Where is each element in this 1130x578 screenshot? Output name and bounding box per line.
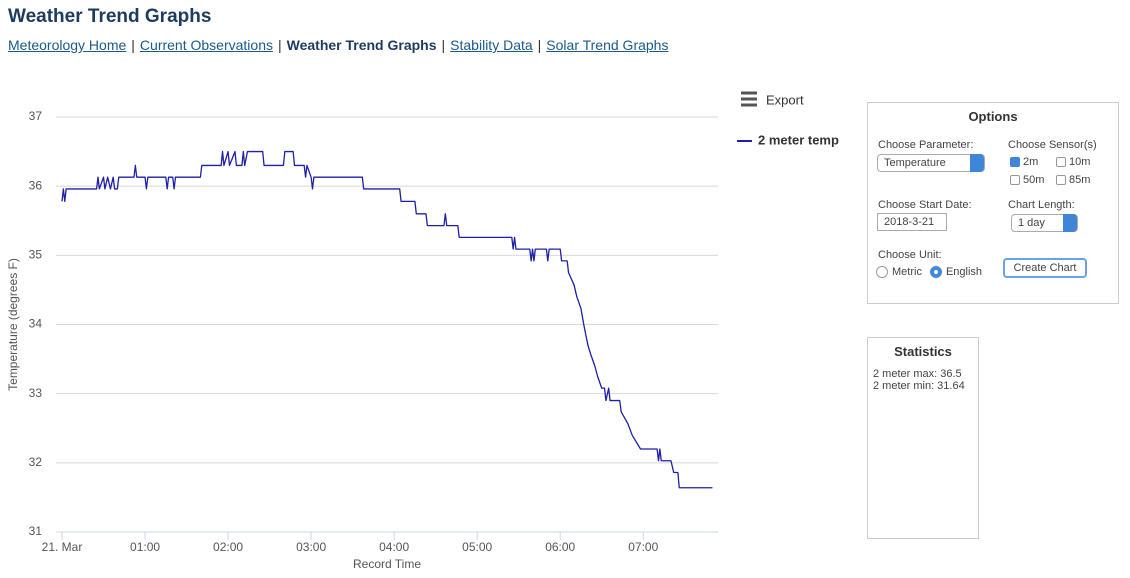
nav-link[interactable]: Current Observations: [139, 37, 273, 53]
parameter-value: Temperature: [884, 157, 946, 169]
unit-label-text: Metric: [892, 266, 922, 278]
sensor-option[interactable]: 85m: [1056, 174, 1102, 192]
nav-separator: |: [537, 37, 542, 53]
parameter-select[interactable]: Temperature: [877, 154, 985, 172]
sensor-option[interactable]: 2m: [1010, 156, 1056, 174]
x-tick-label: 01:00: [130, 540, 160, 554]
create-chart-button[interactable]: Create Chart: [1003, 258, 1087, 278]
chart: 31 32 33 34 35 36 37 21. Mar 01:00 02:00 03:00 04:0…: [6, 91, 839, 571]
x-tick-label: 04:00: [379, 540, 409, 554]
sensor-option[interactable]: 10m: [1056, 156, 1102, 174]
x-tick-label: 06:00: [545, 540, 575, 554]
y-tick-label: 34: [29, 317, 43, 331]
sensor-label: 85m: [1069, 174, 1091, 186]
y-tick-label: 37: [29, 109, 43, 123]
y-tick-label: 32: [29, 455, 43, 469]
nav-separator: |: [441, 37, 446, 53]
statistics-title: Statistics: [894, 344, 952, 359]
legend-label[interactable]: 2 meter temp: [758, 132, 839, 147]
sensor-option[interactable]: 50m: [1010, 174, 1056, 192]
sensor-label: 50m: [1023, 174, 1045, 186]
x-tick-label: 21. Mar: [42, 540, 83, 554]
statistics-lines: 2 meter max: 36.5 2 meter min: 31.64: [873, 368, 965, 392]
nav-separator: |: [131, 37, 135, 53]
unit-option[interactable]: English: [929, 266, 983, 279]
y-tick-label: 35: [29, 248, 43, 262]
page-title: Weather Trend Graphs: [8, 6, 212, 27]
export-button[interactable]: Export: [766, 92, 804, 107]
length-label: Chart Length:: [1008, 199, 1075, 211]
nav-link[interactable]: Meteorology Home: [8, 37, 127, 53]
nav-separator: |: [277, 37, 282, 53]
options-panel: Options Choose Parameter: Temperature Ch…: [867, 102, 1119, 304]
nav: Meteorology Home | Current Observations | We…: [8, 37, 668, 53]
nav-link[interactable]: Weather Trend Graphs: [286, 37, 437, 53]
y-tick-label: 33: [29, 386, 43, 400]
x-axis-label: Record Time: [353, 557, 421, 571]
unit-list: Metric English: [876, 266, 996, 279]
start-date-input[interactable]: 2018-3-21: [877, 213, 947, 231]
length-select[interactable]: 1 day: [1011, 214, 1078, 232]
x-tick-label: 05:00: [462, 540, 492, 554]
y-axis-label: Temperature (degrees F): [6, 258, 20, 391]
y-tick-label: 31: [29, 524, 43, 538]
parameter-label: Choose Parameter:: [878, 139, 974, 151]
sensor-label: 2m: [1023, 156, 1039, 168]
x-tick-label: 02:00: [213, 540, 243, 554]
statistics-panel: Statistics 2 meter max: 36.5 2 meter min:…: [867, 337, 979, 539]
data-line: [61, 150, 713, 489]
start-date-label: Choose Start Date:: [878, 199, 972, 211]
nav-link[interactable]: Stability Data: [450, 37, 533, 53]
sensor-label: Choose Sensor(s): [1008, 139, 1097, 151]
statistic-line: 2 meter min: 31.64: [873, 380, 965, 392]
start-date-value: 2018-3-21: [884, 216, 935, 228]
x-tick-label: 03:00: [296, 540, 326, 554]
radio-button[interactable]: [876, 266, 888, 279]
checkbox[interactable]: [1010, 157, 1020, 168]
unit-label-text: English: [945, 266, 983, 278]
sensor-list: 2m 10m 50m 85m: [1010, 156, 1110, 192]
y-tick-label: 36: [29, 178, 43, 192]
checkbox[interactable]: [1056, 157, 1066, 168]
sensor-label: 10m: [1069, 156, 1091, 168]
unit-label: Choose Unit:: [878, 249, 942, 261]
checkbox[interactable]: [1010, 175, 1020, 186]
unit-option[interactable]: Metric: [876, 266, 922, 279]
x-tick-label: 07:00: [628, 540, 658, 554]
radio-button[interactable]: [929, 266, 942, 279]
length-value: 1 day: [1018, 217, 1045, 229]
nav-link[interactable]: Solar Trend Graphs: [546, 37, 669, 53]
checkbox[interactable]: [1056, 175, 1066, 186]
statistic-line: 2 meter max: 36.5: [873, 368, 962, 380]
options-title: Options: [968, 109, 1018, 124]
